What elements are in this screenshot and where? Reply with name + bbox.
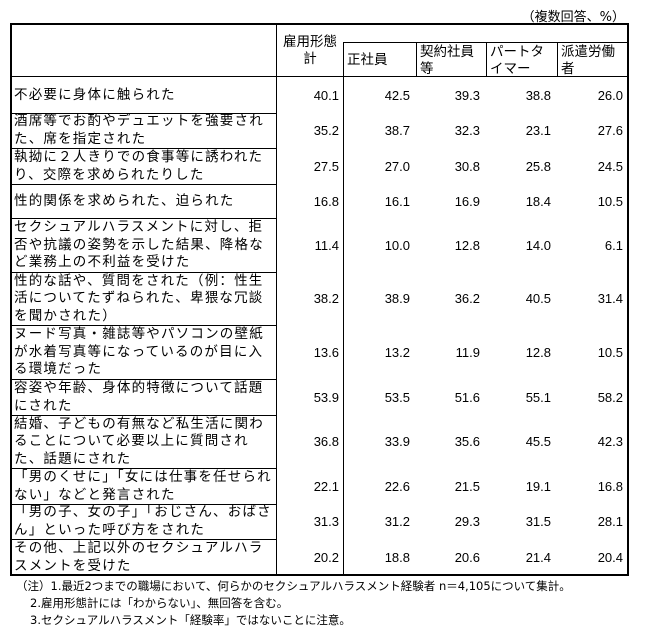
- table-frame: [10, 23, 629, 576]
- cell-value: 18.8: [384, 549, 410, 565]
- row-divider: [10, 218, 276, 219]
- cell-value: 13.2: [384, 344, 410, 360]
- cell-value: 39.3: [454, 87, 480, 103]
- header-divider: [10, 76, 629, 77]
- row-divider: [10, 379, 276, 380]
- cell-value: 19.1: [525, 478, 551, 494]
- cell-value: 31.2: [384, 514, 410, 529]
- cell-total: 20.2: [313, 549, 339, 565]
- cell-value: 10.0: [384, 237, 410, 253]
- row-divider: [10, 184, 276, 185]
- cell-value: 55.1: [525, 389, 551, 405]
- row-divider: [10, 148, 276, 149]
- row-label: 性的関係を求められた、迫られた: [14, 192, 235, 209]
- cell-value: 27.6: [597, 123, 623, 138]
- footnote: 2.雇用形態計には「わからない」、無回答を含む。: [30, 596, 289, 610]
- header-column: 正社員: [347, 52, 388, 68]
- row-divider: [10, 113, 276, 114]
- cell-value: 6.1: [604, 237, 623, 253]
- cell-value: 38.7: [384, 123, 410, 138]
- cell-value: 51.6: [454, 389, 480, 405]
- cell-total: 31.3: [313, 514, 339, 529]
- row-label: 酒席等でお酌やデュエットを強要された、席を指定された: [14, 114, 264, 147]
- cell-value: 29.3: [454, 514, 480, 529]
- cell-value: 58.2: [597, 389, 623, 405]
- column-divider: [276, 23, 277, 576]
- row-divider: [10, 504, 276, 505]
- cell-value: 16.8: [597, 478, 623, 494]
- footnote: 3.セクシュアルハラスメント「経験率」ではないことに注意。: [30, 613, 351, 627]
- cell-value: 35.6: [454, 434, 480, 449]
- cell-total: 16.8: [313, 193, 339, 209]
- cell-value: 10.5: [597, 193, 623, 209]
- footnote: （注）1.最近2つまでの職場において、何らかのセクシュアルハラスメント経験者 n…: [16, 579, 571, 593]
- cell-value: 31.4: [597, 291, 623, 306]
- unit-note: （複数回答、%）: [521, 10, 625, 25]
- cell-value: 28.1: [597, 514, 623, 529]
- row-label: 「男のくせに」「女には仕事を任せられない」などと発言された: [14, 469, 272, 503]
- cell-value: 33.9: [384, 434, 410, 449]
- header-column: パートタイマー: [490, 44, 544, 77]
- cell-value: 31.5: [525, 514, 551, 529]
- row-divider: [10, 539, 276, 540]
- row-divider: [10, 415, 276, 416]
- header-column: 契約社員等: [420, 44, 474, 77]
- cell-total: 22.1: [313, 478, 339, 494]
- row-divider: [10, 272, 276, 273]
- cell-total: 11.4: [314, 237, 339, 253]
- cell-value: 25.8: [525, 158, 551, 174]
- header-column-divider: [486, 42, 487, 77]
- cell-value: 20.4: [597, 549, 623, 565]
- row-label: 「男の子、女の子」「おじさん、おばさん」といった呼び方をされた: [14, 505, 272, 538]
- cell-value: 36.2: [454, 291, 480, 306]
- cell-value: 42.5: [384, 87, 410, 103]
- row-label: 結婚、子どもの有無など私生活に関わることについて必要以上に質問された、話題にされ…: [14, 416, 264, 467]
- cell-value: 40.5: [525, 291, 551, 306]
- cell-value: 27.0: [384, 158, 410, 174]
- row-label: ヌード写真・雑誌等やパソコンの壁紙が水着写真等になっているのが目に入る環境だった: [14, 326, 264, 378]
- cell-value: 32.3: [454, 123, 480, 138]
- cell-value: 24.5: [597, 158, 623, 174]
- cell-value: 53.5: [384, 389, 410, 405]
- cell-value: 10.5: [597, 344, 623, 360]
- header-total: 雇用形態計: [283, 34, 337, 67]
- cell-total: 40.1: [313, 87, 339, 103]
- cell-value: 11.9: [455, 344, 480, 360]
- cell-value: 30.8: [454, 158, 480, 174]
- cell-value: 14.0: [525, 237, 551, 253]
- row-label: その他、上記以外のセクシュアルハラスメントを受けた: [14, 540, 264, 574]
- cell-total: 27.5: [313, 158, 339, 174]
- cell-value: 16.1: [384, 193, 410, 209]
- cell-value: 45.5: [525, 434, 551, 449]
- cell-total: 36.8: [313, 434, 339, 449]
- row-label: 性的な話や、質問をされた（例：性生活についてたずねられた、卑猥な冗談を聞かされた…: [14, 273, 264, 324]
- cell-value: 21.4: [525, 549, 551, 565]
- cell-value: 12.8: [454, 237, 480, 253]
- row-label: 執拗に２人きりでの食事等に誘われたり、交際を求められたりした: [14, 149, 264, 183]
- cell-value: 23.1: [525, 123, 551, 138]
- cell-value: 16.9: [454, 193, 480, 209]
- cell-value: 18.4: [525, 193, 551, 209]
- cell-total: 35.2: [313, 123, 339, 138]
- cell-total: 38.2: [313, 291, 339, 306]
- header-column-divider: [416, 42, 417, 77]
- cell-value: 26.0: [597, 87, 623, 103]
- cell-value: 38.8: [525, 87, 551, 103]
- row-divider: [10, 468, 276, 469]
- row-label: セクシュアルハラスメントに対し、拒否や抗議の姿勢を示した結果、降格など業務上の不…: [14, 219, 264, 271]
- cell-total: 53.9: [313, 389, 339, 405]
- cell-total: 13.6: [313, 344, 339, 360]
- header-column: 派遣労働者: [561, 44, 615, 77]
- row-label: 容姿や年齢、身体的特徴について話題にされた: [14, 380, 264, 414]
- cell-value: 22.6: [384, 478, 410, 494]
- header-column-divider: [557, 42, 558, 77]
- cell-value: 20.6: [454, 549, 480, 565]
- cell-value: 42.3: [597, 434, 623, 449]
- cell-value: 12.8: [525, 344, 551, 360]
- cell-value: 21.5: [454, 478, 480, 494]
- row-divider: [10, 325, 276, 326]
- cell-value: 38.9: [384, 291, 410, 306]
- row-label: 不必要に身体に触られた: [14, 86, 176, 103]
- column-divider: [343, 42, 344, 576]
